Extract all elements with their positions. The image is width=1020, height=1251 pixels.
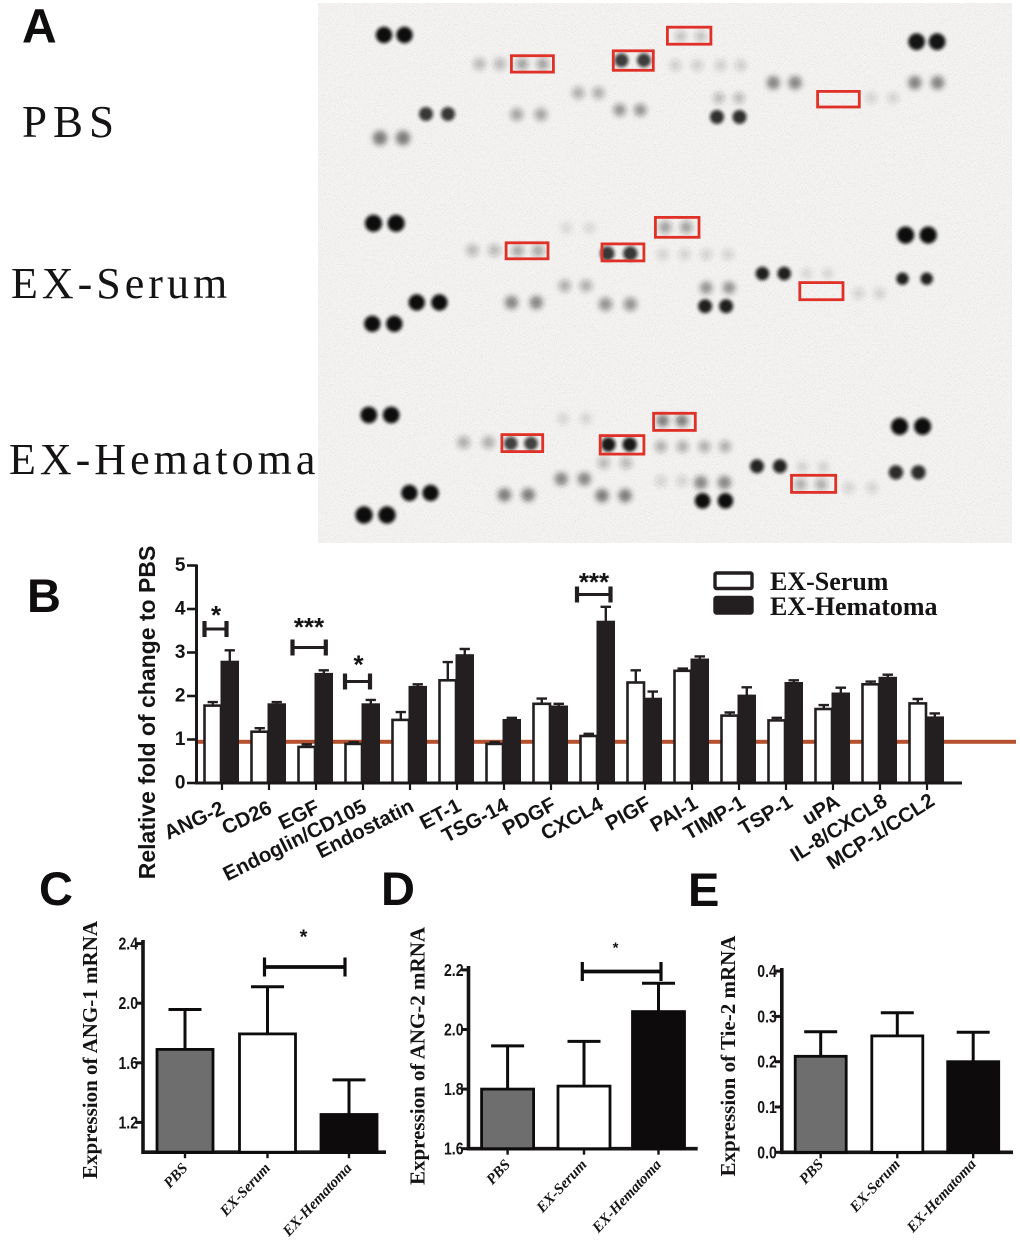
svg-text:PBS: PBS (161, 1161, 191, 1192)
svg-text:EX-Serum: EX-Serum (11, 259, 231, 308)
svg-text:EX-Serum: EX-Serum (533, 1157, 590, 1217)
svg-text:ANG-2: ANG-2 (161, 797, 229, 845)
svg-text:*: * (613, 940, 619, 957)
svg-text:0.3: 0.3 (757, 1006, 777, 1026)
svg-text:*: * (300, 927, 308, 949)
svg-text:4: 4 (175, 599, 186, 620)
svg-text:0.0: 0.0 (757, 1142, 777, 1162)
svg-text:Relative fold of change to PBS: Relative fold of change to PBS (134, 546, 160, 880)
svg-text:5: 5 (175, 555, 186, 576)
svg-text:2.0: 2.0 (119, 993, 139, 1013)
svg-text:***: *** (579, 567, 610, 597)
svg-text:E: E (688, 863, 719, 916)
svg-text:CD26: CD26 (218, 796, 275, 839)
svg-text:0.1: 0.1 (757, 1097, 777, 1117)
svg-text:0: 0 (175, 773, 186, 794)
svg-text:PBS: PBS (797, 1157, 827, 1188)
svg-text:EX-Hematoma: EX-Hematoma (904, 1156, 980, 1236)
svg-text:*: * (211, 600, 222, 630)
svg-text:2: 2 (175, 686, 186, 707)
svg-text:PBS: PBS (484, 1157, 514, 1188)
svg-text:EX-Hematoma: EX-Hematoma (279, 1160, 355, 1240)
svg-text:1.6: 1.6 (444, 1139, 464, 1159)
svg-text:TSP-1: TSP-1 (735, 790, 797, 840)
svg-text:Expression of ANG-2 mRNA: Expression of ANG-2 mRNA (406, 926, 430, 1185)
svg-text:1.2: 1.2 (119, 1112, 139, 1132)
svg-text:Expression of Tie-2 mRNA: Expression of Tie-2 mRNA (716, 935, 740, 1177)
svg-text:EX-Serum: EX-Serum (217, 1161, 274, 1221)
svg-text:1.8: 1.8 (444, 1079, 464, 1099)
svg-text:***: *** (294, 612, 325, 642)
svg-text:EX-Hematoma: EX-Hematoma (589, 1157, 665, 1237)
svg-text:2.4: 2.4 (119, 934, 139, 954)
svg-text:PIGF: PIGF (601, 792, 654, 836)
svg-text:A: A (22, 1, 57, 54)
svg-text:*: * (353, 650, 364, 680)
svg-text:2.0: 2.0 (444, 1020, 464, 1040)
svg-text:0.2: 0.2 (757, 1052, 777, 1072)
svg-text:D: D (381, 862, 415, 915)
svg-text:EX-Hematoma: EX-Hematoma (770, 592, 938, 621)
svg-text:Expression of ANG-1 mRNA: Expression of ANG-1 mRNA (78, 920, 102, 1179)
svg-text:1.6: 1.6 (119, 1053, 139, 1073)
svg-text:0.4: 0.4 (757, 961, 777, 981)
svg-text:B: B (27, 569, 61, 622)
svg-text:EX-Serum: EX-Serum (770, 567, 889, 596)
svg-text:2.2: 2.2 (444, 960, 464, 980)
svg-text:1: 1 (175, 729, 186, 750)
svg-text:EX-Serum: EX-Serum (846, 1157, 903, 1217)
svg-text:PBS: PBS (22, 97, 120, 147)
svg-text:C: C (39, 862, 73, 915)
svg-text:EX-Hematoma: EX-Hematoma (9, 435, 319, 484)
svg-text:3: 3 (175, 642, 186, 663)
